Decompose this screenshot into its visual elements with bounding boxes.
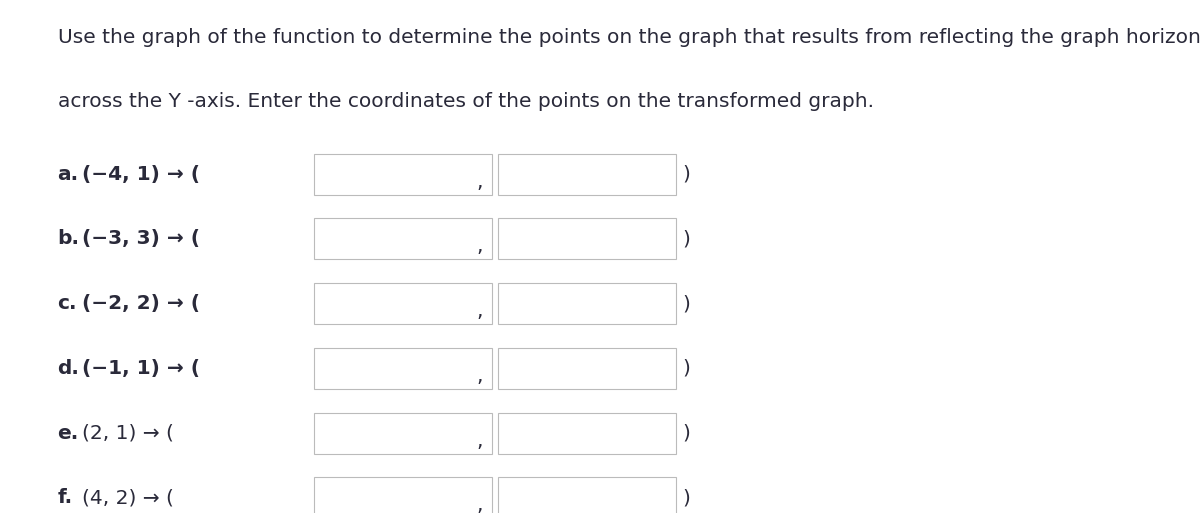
Text: f.: f. (58, 488, 73, 507)
FancyBboxPatch shape (498, 413, 676, 454)
FancyBboxPatch shape (314, 477, 492, 513)
Text: (−2, 2) → (: (−2, 2) → ( (82, 294, 199, 313)
Text: (−1, 1) → (: (−1, 1) → ( (82, 359, 199, 378)
Text: ): ) (683, 294, 691, 313)
Text: ,: , (476, 496, 484, 513)
Text: ,: , (476, 431, 484, 451)
Text: (4, 2) → (: (4, 2) → ( (82, 488, 174, 507)
FancyBboxPatch shape (314, 283, 492, 324)
Text: (−4, 1) → (: (−4, 1) → ( (82, 165, 199, 184)
Text: ): ) (683, 229, 691, 248)
FancyBboxPatch shape (498, 283, 676, 324)
Text: c.: c. (58, 294, 77, 313)
Text: (2, 1) → (: (2, 1) → ( (82, 424, 174, 443)
Text: ,: , (476, 236, 484, 256)
Text: ): ) (683, 424, 691, 443)
Text: a.: a. (58, 165, 79, 184)
FancyBboxPatch shape (314, 413, 492, 454)
FancyBboxPatch shape (498, 348, 676, 389)
Text: ,: , (476, 366, 484, 386)
Text: across the Y -axis. Enter the coordinates of the points on the transformed graph: across the Y -axis. Enter the coordinate… (58, 92, 874, 111)
Text: ,: , (476, 172, 484, 192)
Text: ): ) (683, 359, 691, 378)
FancyBboxPatch shape (314, 218, 492, 259)
Text: ): ) (683, 488, 691, 507)
Text: e.: e. (58, 424, 79, 443)
Text: d.: d. (58, 359, 79, 378)
Text: ,: , (476, 302, 484, 321)
FancyBboxPatch shape (314, 154, 492, 195)
FancyBboxPatch shape (498, 154, 676, 195)
FancyBboxPatch shape (498, 218, 676, 259)
FancyBboxPatch shape (498, 477, 676, 513)
Text: ): ) (683, 165, 691, 184)
Text: Use the graph of the function to determine the points on the graph that results : Use the graph of the function to determi… (58, 28, 1200, 47)
Text: b.: b. (58, 229, 79, 248)
FancyBboxPatch shape (314, 348, 492, 389)
Text: (−3, 3) → (: (−3, 3) → ( (82, 229, 199, 248)
